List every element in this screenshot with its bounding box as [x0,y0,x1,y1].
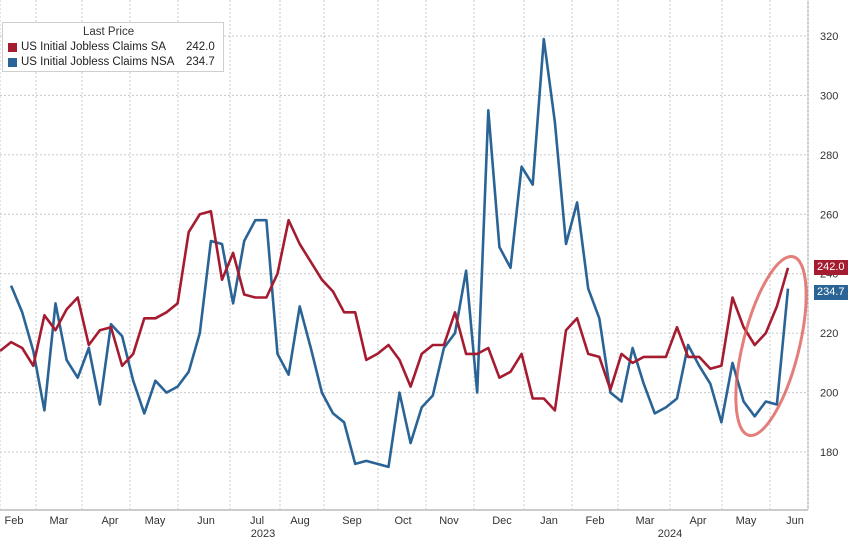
end-value-tag-sa: 242.0 [814,259,848,275]
x-tick-label: May [736,515,757,527]
x-tick-label: Jun [786,515,804,527]
x-axis-labels: Feb Mar Apr May Jun Jul Aug Sep Oct Nov Dec Jan Feb M… [5,515,804,539]
x-tick-label: May [145,515,166,527]
legend-label-nsa: US Initial Jobless Claims NSA [21,56,175,68]
gridlines [0,0,809,511]
y-tick-label: 280 [820,150,838,162]
legend-title: Last Price [83,26,135,38]
x-tick-label: Feb [586,515,605,527]
end-value-tag-nsa: 234.7 [814,285,848,301]
legend-label-sa: US Initial Jobless Claims SA [21,41,167,53]
y-tick-label: 200 [820,388,838,400]
x-tick-label: Apr [101,515,118,527]
series-line-nsa [9,37,790,469]
legend-item-nsa: US Initial Jobless Claims NSA 234.7 [8,55,215,69]
series-line-sa [0,210,790,412]
x-tick-label: Jul [250,515,264,527]
x-tick-label: Aug [290,515,310,527]
x-tick-label: Feb [5,515,24,527]
legend-value-sa: 242.0 [186,41,215,53]
x-tick-label: Mar [50,515,69,527]
x-tick-label: Sep [342,515,362,527]
highlight-ellipse [734,254,808,438]
x-year-label: 2023 [251,528,275,539]
legend-swatch-nsa [8,57,17,67]
y-tick-label: 300 [820,90,838,102]
y-axis-labels: 180200220240260280300320 [820,31,838,459]
y-tick-label: 260 [820,209,838,221]
x-tick-label: Jun [197,515,215,527]
x-tick-label: Jan [540,515,558,527]
x-tick-label: Apr [689,515,706,527]
legend-value-nsa: 234.7 [186,56,215,68]
x-tick-label: Dec [492,515,512,527]
y-tick-label: 220 [820,328,838,340]
legend-item-sa: US Initial Jobless Claims SA 242.0 [8,40,215,54]
x-tick-label: Oct [394,515,411,527]
y-tick-label: 180 [820,447,838,459]
legend-swatch-sa [8,42,17,52]
series-lines [0,37,790,469]
legend: Last Price US Initial Jobless Claims SA … [2,22,224,72]
x-tick-label: Mar [636,515,655,527]
x-tick-label: Nov [439,515,459,527]
x-year-label: 2024 [658,528,682,539]
y-tick-label: 320 [820,31,838,43]
